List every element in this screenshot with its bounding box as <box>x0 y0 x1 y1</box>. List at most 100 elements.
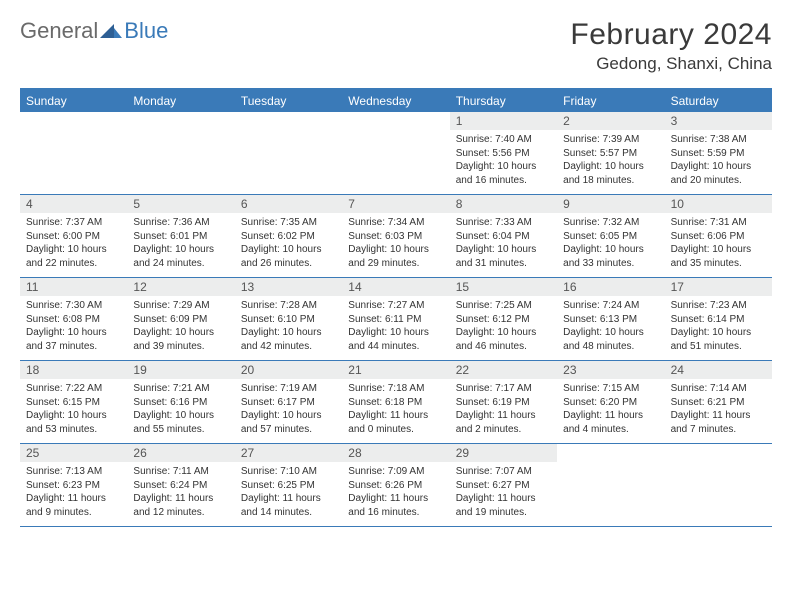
day-cell: 15Sunrise: 7:25 AMSunset: 6:12 PMDayligh… <box>450 278 557 360</box>
day-daylight1: Daylight: 10 hours <box>133 409 228 423</box>
day-daylight1: Daylight: 10 hours <box>563 326 658 340</box>
day-number: 3 <box>665 112 772 130</box>
day-body: Sunrise: 7:25 AMSunset: 6:12 PMDaylight:… <box>450 296 557 357</box>
day-number: 1 <box>450 112 557 130</box>
day-number: 6 <box>235 195 342 213</box>
day-sunset: Sunset: 6:25 PM <box>241 479 336 493</box>
weekday-cell: Sunday <box>20 90 127 112</box>
day-body: Sunrise: 7:40 AMSunset: 5:56 PMDaylight:… <box>450 130 557 191</box>
day-daylight1: Daylight: 10 hours <box>563 160 658 174</box>
day-cell: 26Sunrise: 7:11 AMSunset: 6:24 PMDayligh… <box>127 444 234 526</box>
weekday-cell: Friday <box>557 90 664 112</box>
day-body: Sunrise: 7:31 AMSunset: 6:06 PMDaylight:… <box>665 213 772 274</box>
day-number: 5 <box>127 195 234 213</box>
day-sunrise: Sunrise: 7:31 AM <box>671 216 766 230</box>
day-cell: 1Sunrise: 7:40 AMSunset: 5:56 PMDaylight… <box>450 112 557 194</box>
day-sunset: Sunset: 6:00 PM <box>26 230 121 244</box>
day-cell: 4Sunrise: 7:37 AMSunset: 6:00 PMDaylight… <box>20 195 127 277</box>
day-sunset: Sunset: 5:57 PM <box>563 147 658 161</box>
day-number: 26 <box>127 444 234 462</box>
day-daylight1: Daylight: 11 hours <box>348 492 443 506</box>
day-sunset: Sunset: 6:09 PM <box>133 313 228 327</box>
day-sunrise: Sunrise: 7:39 AM <box>563 133 658 147</box>
day-daylight1: Daylight: 10 hours <box>348 243 443 257</box>
day-daylight1: Daylight: 10 hours <box>26 409 121 423</box>
day-sunrise: Sunrise: 7:34 AM <box>348 216 443 230</box>
day-number: 23 <box>557 361 664 379</box>
day-sunset: Sunset: 6:14 PM <box>671 313 766 327</box>
day-cell: 23Sunrise: 7:15 AMSunset: 6:20 PMDayligh… <box>557 361 664 443</box>
weekday-cell: Thursday <box>450 90 557 112</box>
logo-text-general: General <box>20 18 98 44</box>
day-daylight2: and 16 minutes. <box>456 174 551 188</box>
day-cell: 11Sunrise: 7:30 AMSunset: 6:08 PMDayligh… <box>20 278 127 360</box>
day-number: 21 <box>342 361 449 379</box>
day-daylight1: Daylight: 11 hours <box>241 492 336 506</box>
day-cell: 28Sunrise: 7:09 AMSunset: 6:26 PMDayligh… <box>342 444 449 526</box>
day-number: 28 <box>342 444 449 462</box>
day-cell: 19Sunrise: 7:21 AMSunset: 6:16 PMDayligh… <box>127 361 234 443</box>
day-sunrise: Sunrise: 7:29 AM <box>133 299 228 313</box>
day-body: Sunrise: 7:36 AMSunset: 6:01 PMDaylight:… <box>127 213 234 274</box>
day-sunrise: Sunrise: 7:40 AM <box>456 133 551 147</box>
day-daylight2: and 24 minutes. <box>133 257 228 271</box>
day-daylight1: Daylight: 10 hours <box>241 409 336 423</box>
day-daylight1: Daylight: 11 hours <box>133 492 228 506</box>
day-sunrise: Sunrise: 7:37 AM <box>26 216 121 230</box>
day-daylight2: and 22 minutes. <box>26 257 121 271</box>
day-body: Sunrise: 7:37 AMSunset: 6:00 PMDaylight:… <box>20 213 127 274</box>
day-cell: 24Sunrise: 7:14 AMSunset: 6:21 PMDayligh… <box>665 361 772 443</box>
day-daylight2: and 20 minutes. <box>671 174 766 188</box>
day-daylight2: and 35 minutes. <box>671 257 766 271</box>
day-body: Sunrise: 7:23 AMSunset: 6:14 PMDaylight:… <box>665 296 772 357</box>
day-daylight2: and 42 minutes. <box>241 340 336 354</box>
day-sunrise: Sunrise: 7:38 AM <box>671 133 766 147</box>
day-cell: 3Sunrise: 7:38 AMSunset: 5:59 PMDaylight… <box>665 112 772 194</box>
day-daylight1: Daylight: 11 hours <box>563 409 658 423</box>
day-daylight2: and 12 minutes. <box>133 506 228 520</box>
day-number: 15 <box>450 278 557 296</box>
day-daylight2: and 57 minutes. <box>241 423 336 437</box>
day-cell: 13Sunrise: 7:28 AMSunset: 6:10 PMDayligh… <box>235 278 342 360</box>
day-daylight2: and 33 minutes. <box>563 257 658 271</box>
calendar: SundayMondayTuesdayWednesdayThursdayFrid… <box>20 88 772 527</box>
day-daylight1: Daylight: 11 hours <box>348 409 443 423</box>
day-daylight1: Daylight: 10 hours <box>241 326 336 340</box>
day-daylight2: and 48 minutes. <box>563 340 658 354</box>
day-cell: 18Sunrise: 7:22 AMSunset: 6:15 PMDayligh… <box>20 361 127 443</box>
day-sunset: Sunset: 6:05 PM <box>563 230 658 244</box>
title-block: February 2024 Gedong, Shanxi, China <box>570 18 772 74</box>
day-daylight2: and 4 minutes. <box>563 423 658 437</box>
day-daylight1: Daylight: 10 hours <box>456 160 551 174</box>
day-daylight2: and 53 minutes. <box>26 423 121 437</box>
day-daylight2: and 51 minutes. <box>671 340 766 354</box>
day-body: Sunrise: 7:27 AMSunset: 6:11 PMDaylight:… <box>342 296 449 357</box>
day-sunset: Sunset: 6:17 PM <box>241 396 336 410</box>
day-sunrise: Sunrise: 7:14 AM <box>671 382 766 396</box>
day-daylight1: Daylight: 10 hours <box>563 243 658 257</box>
day-sunrise: Sunrise: 7:19 AM <box>241 382 336 396</box>
day-daylight2: and 2 minutes. <box>456 423 551 437</box>
day-sunrise: Sunrise: 7:36 AM <box>133 216 228 230</box>
day-number: 24 <box>665 361 772 379</box>
day-daylight2: and 14 minutes. <box>241 506 336 520</box>
day-sunrise: Sunrise: 7:09 AM <box>348 465 443 479</box>
day-sunrise: Sunrise: 7:24 AM <box>563 299 658 313</box>
day-sunset: Sunset: 6:08 PM <box>26 313 121 327</box>
day-daylight1: Daylight: 11 hours <box>671 409 766 423</box>
day-cell: 10Sunrise: 7:31 AMSunset: 6:06 PMDayligh… <box>665 195 772 277</box>
day-cell: 25Sunrise: 7:13 AMSunset: 6:23 PMDayligh… <box>20 444 127 526</box>
day-number: 18 <box>20 361 127 379</box>
weekday-cell: Wednesday <box>342 90 449 112</box>
day-cell: 27Sunrise: 7:10 AMSunset: 6:25 PMDayligh… <box>235 444 342 526</box>
day-sunrise: Sunrise: 7:21 AM <box>133 382 228 396</box>
day-body: Sunrise: 7:29 AMSunset: 6:09 PMDaylight:… <box>127 296 234 357</box>
day-number: 10 <box>665 195 772 213</box>
week-row: 1Sunrise: 7:40 AMSunset: 5:56 PMDaylight… <box>20 112 772 195</box>
day-daylight1: Daylight: 10 hours <box>241 243 336 257</box>
day-sunrise: Sunrise: 7:32 AM <box>563 216 658 230</box>
day-number: 9 <box>557 195 664 213</box>
day-cell: 5Sunrise: 7:36 AMSunset: 6:01 PMDaylight… <box>127 195 234 277</box>
day-cell: 8Sunrise: 7:33 AMSunset: 6:04 PMDaylight… <box>450 195 557 277</box>
logo-triangle-icon <box>100 24 122 38</box>
